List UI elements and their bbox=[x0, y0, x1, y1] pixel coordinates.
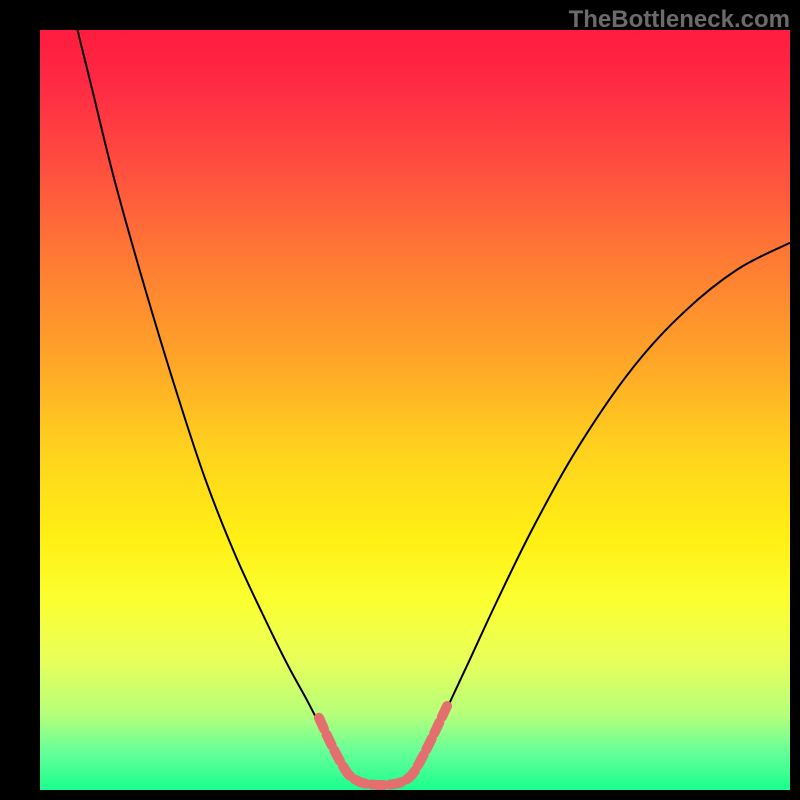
left-curve bbox=[78, 30, 349, 774]
chart-container: TheBottleneck.com bbox=[0, 0, 800, 800]
bottom-u-marker bbox=[319, 706, 447, 785]
plot-area bbox=[40, 30, 790, 790]
right-curve bbox=[411, 243, 790, 774]
curve-layer bbox=[40, 30, 790, 790]
watermark-text: TheBottleneck.com bbox=[569, 6, 790, 34]
